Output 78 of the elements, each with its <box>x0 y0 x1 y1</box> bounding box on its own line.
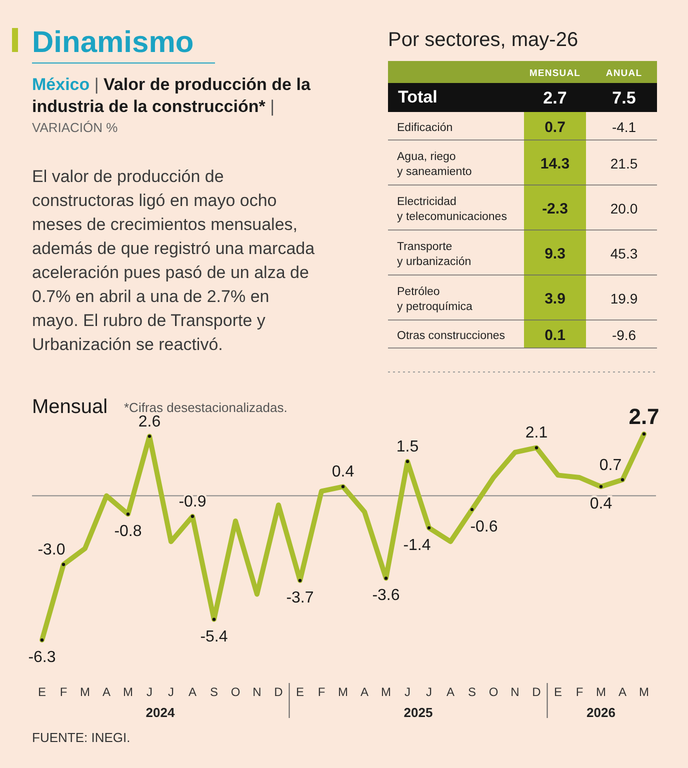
category-label: Transporte y urbanización <box>397 241 472 268</box>
data-label: -3.6 <box>372 587 400 604</box>
x-tick-label: J <box>168 685 174 699</box>
x-tick-label: M <box>123 685 133 699</box>
text: Mensual <box>32 396 108 418</box>
data-label: -5.4 <box>200 628 228 646</box>
data-label: 3.9 <box>544 290 566 308</box>
data-label: 2.7 <box>543 88 567 108</box>
data-label: 0.4 <box>590 496 612 513</box>
x-tick-label: D <box>274 685 284 699</box>
data-label: 1.5 <box>396 438 419 456</box>
series-label: MENSUAL <box>529 68 581 79</box>
data-label: 9.3 <box>544 246 566 262</box>
data-label: 2.6 <box>138 413 161 430</box>
text: 2024 <box>146 705 176 720</box>
data-label: 0.4 <box>332 464 354 481</box>
data-label: 19.9 <box>610 290 638 306</box>
data-label: -0.6 <box>470 518 498 536</box>
data-label: -2.3 <box>542 200 568 218</box>
data-label: 0.1 <box>544 327 566 344</box>
x-tick-label: S <box>210 685 218 699</box>
x-tick-label: M <box>639 685 649 699</box>
data-label: -0.9 <box>178 493 206 510</box>
data-label: 20.0 <box>610 200 638 216</box>
category-label: Agua, riego y saneamiento <box>397 151 472 178</box>
x-tick-label: D <box>532 685 542 699</box>
series-label: ANUAL <box>606 68 642 79</box>
data-label: -1.4 <box>403 536 431 554</box>
text: 2025 <box>404 705 433 720</box>
text: México | Valor de producción de la industria de la construcción* | VARIACIÓN % <box>32 75 310 135</box>
x-tick-label: J <box>404 685 410 699</box>
source-note: FUENTE: INEGI. <box>32 730 130 745</box>
data-label: -9.6 <box>612 327 636 343</box>
x-tick-label: A <box>360 685 369 699</box>
x-tick-label: F <box>576 685 584 699</box>
data-label: -0.8 <box>114 523 142 540</box>
x-tick-label: J <box>146 685 152 699</box>
text: 2026 <box>586 705 616 720</box>
data-label: 0.7 <box>599 456 622 474</box>
data-label: 7.5 <box>612 88 636 108</box>
text: Por sectores, may-26 <box>388 29 578 51</box>
x-tick-label: A <box>188 685 197 699</box>
x-tick-label: N <box>252 685 262 699</box>
category-label: Edificación <box>397 122 453 134</box>
x-tick-label: M <box>596 685 606 699</box>
x-tick-label: J <box>426 685 432 699</box>
text: *Cifras desestacionalizadas. <box>124 400 288 415</box>
data-label: 21.5 <box>610 156 638 172</box>
data-label: -4.1 <box>612 119 636 135</box>
x-tick-label: N <box>510 685 520 699</box>
data-label: 2.1 <box>525 424 548 442</box>
data-label: 45.3 <box>610 246 638 262</box>
data-label: -3.0 <box>38 541 66 558</box>
data-label: 2.7 <box>628 404 660 429</box>
x-tick-label: A <box>446 685 455 699</box>
x-tick-label: M <box>338 685 348 699</box>
category-label: Petróleo y petroquímica <box>397 286 474 313</box>
data-label: -3.7 <box>286 589 314 606</box>
x-tick-label: E <box>38 685 46 699</box>
x-tick-label: O <box>230 685 240 699</box>
category-label: Otras construcciones <box>397 330 506 342</box>
x-tick-label: M <box>80 685 90 699</box>
data-label: -6.3 <box>28 649 56 666</box>
data-label: 14.3 <box>540 156 570 172</box>
x-tick-label: M <box>381 685 391 699</box>
x-tick-label: A <box>102 685 111 699</box>
x-tick-label: F <box>60 685 68 699</box>
category-label: Electricidad y telecomunicaciones <box>397 196 508 223</box>
x-tick-label: F <box>318 685 326 699</box>
x-tick-label: O <box>488 685 498 699</box>
x-tick-label: E <box>296 685 304 699</box>
category-label: Total <box>398 88 438 106</box>
x-tick-label: E <box>554 685 562 699</box>
text: El valor de producción de constructoras ligó en mayo ocho meses de crecimientos mensuales, además de que registró una marcada aceleración pues pasó de un alza de 0.7% en abril a una de 2.7% en mayo. El rubro de Transporte y Urbanización se reactivó. <box>32 167 316 354</box>
x-tick-label: S <box>468 685 476 699</box>
data-label: 0.7 <box>544 119 566 136</box>
chart-title: Dinamismo <box>32 26 194 59</box>
x-tick-label: A <box>618 685 627 699</box>
